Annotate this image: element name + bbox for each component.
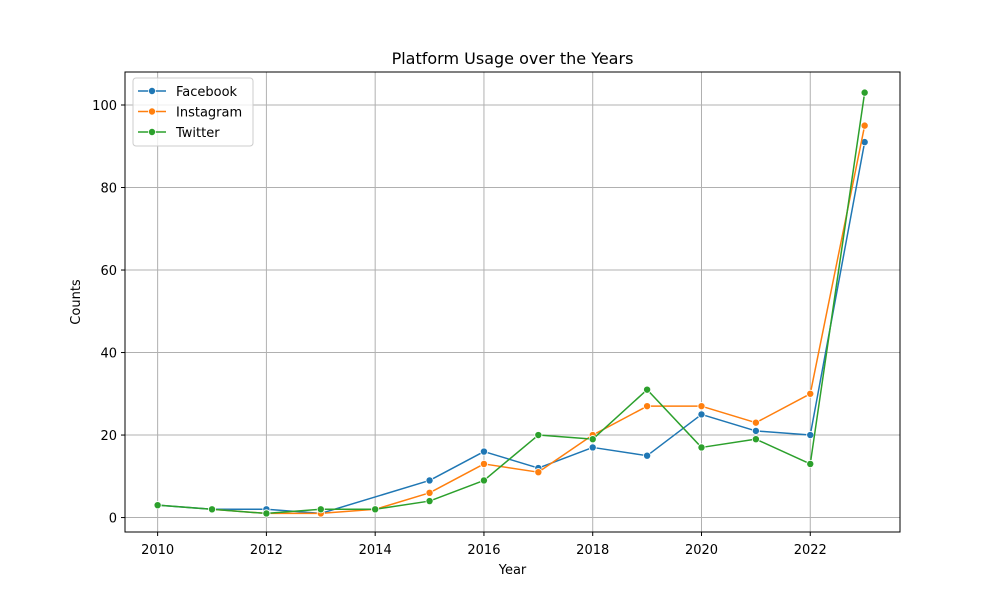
legend-label-twitter: Twitter — [175, 126, 220, 141]
series-layer — [153, 88, 869, 518]
data-point-instagram — [860, 121, 869, 130]
y-tick-label: 20 — [100, 429, 117, 444]
data-point-twitter — [534, 431, 543, 440]
x-tick-label: 2022 — [794, 543, 827, 558]
data-point-facebook — [425, 476, 434, 485]
data-point-twitter — [262, 509, 271, 518]
data-point-facebook — [588, 443, 597, 452]
series-line-instagram — [211, 125, 866, 515]
data-point-facebook — [751, 426, 760, 435]
data-point-twitter — [643, 385, 652, 394]
series-facebook — [153, 138, 869, 518]
x-axis-label: Year — [498, 563, 527, 578]
legend-label-facebook: Facebook — [176, 85, 238, 100]
data-point-instagram — [425, 488, 434, 497]
data-point-twitter — [479, 476, 488, 485]
y-tick-label: 40 — [100, 347, 117, 362]
y-tick-label: 60 — [100, 264, 117, 279]
chart-title: Platform Usage over the Years — [392, 49, 634, 68]
data-point-twitter — [425, 497, 434, 506]
data-point-facebook — [806, 431, 815, 440]
data-point-instagram — [479, 459, 488, 468]
data-point-twitter — [316, 505, 325, 514]
data-point-instagram — [697, 402, 706, 411]
series-twitter — [153, 88, 869, 518]
data-point-instagram — [534, 468, 543, 477]
x-tick-label: 2012 — [250, 543, 283, 558]
legend: Facebook Instagram Twitter — [132, 77, 254, 147]
x-tick-label: 2014 — [359, 543, 392, 558]
series-line-twitter — [157, 92, 866, 515]
y-tick-label: 80 — [100, 182, 117, 197]
data-point-facebook — [643, 451, 652, 460]
y-tick-label: 0 — [109, 512, 117, 527]
x-tick-label: 2016 — [467, 543, 500, 558]
legend-box — [132, 77, 254, 147]
data-point-instagram — [751, 418, 760, 427]
plot-frame — [124, 71, 901, 533]
data-point-twitter — [371, 505, 380, 514]
data-point-instagram — [643, 402, 652, 411]
data-point-instagram — [806, 389, 815, 398]
series-instagram — [208, 121, 869, 518]
y-axis-label: Counts — [69, 279, 84, 325]
legend-label-instagram: Instagram — [176, 106, 242, 121]
data-point-facebook — [479, 447, 488, 456]
ticks-layer: 2010 2012 2014 2016 2018 2020 2022 0 20 40 60 80 100 — [92, 99, 827, 558]
y-tick-label: 100 — [92, 99, 117, 114]
x-tick-label: 2018 — [576, 543, 609, 558]
data-point-twitter — [588, 435, 597, 444]
data-point-twitter — [860, 88, 869, 97]
data-point-facebook — [697, 410, 706, 419]
data-point-twitter — [751, 435, 760, 444]
data-point-twitter — [153, 501, 162, 510]
x-tick-label: 2020 — [685, 543, 718, 558]
legend-marker-instagram — [147, 107, 156, 116]
data-point-twitter — [208, 505, 217, 514]
grid-layer — [125, 72, 900, 532]
data-point-twitter — [697, 443, 706, 452]
legend-marker-twitter — [147, 127, 156, 136]
data-point-twitter — [806, 459, 815, 468]
legend-marker-facebook — [147, 87, 156, 96]
x-tick-label: 2010 — [141, 543, 174, 558]
